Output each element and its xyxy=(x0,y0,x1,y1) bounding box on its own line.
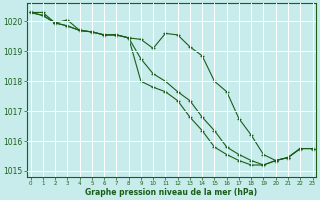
X-axis label: Graphe pression niveau de la mer (hPa): Graphe pression niveau de la mer (hPa) xyxy=(85,188,258,197)
